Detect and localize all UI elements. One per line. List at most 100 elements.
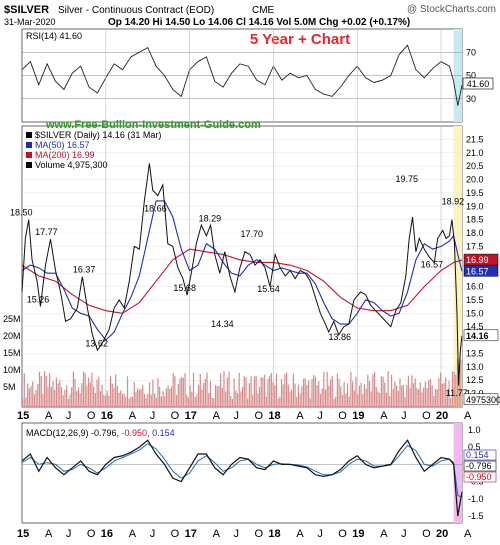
x-axis-label: A [380,528,388,540]
volume-bar [111,383,113,407]
price-annotation: 13.86 [328,332,351,342]
volume-bar [460,359,462,407]
volume-bar [30,386,32,407]
macd-panel-frame [21,422,463,524]
volume-bar [272,382,274,407]
rsi-value: 41.60 [467,79,490,89]
volume-bar [223,371,225,407]
volume-bar [33,394,36,407]
volume-bar [284,374,286,407]
volume-bar [426,387,428,407]
price-value-box [463,265,499,277]
price-highlight [453,126,462,407]
volume-bar [392,388,394,407]
price-tick-label: 14.5 [466,322,484,332]
volume-bar [424,381,426,407]
volume-bar [294,383,296,407]
x-axis-label: 17 [185,528,197,540]
volume-bar [101,384,103,407]
x-axis-top: 15 A J O 16 A J O 17 A J O 18 A J O 19 A J O 20 A [17,410,472,422]
volume-bar [387,371,389,407]
rsi-tick-label: 70 [466,47,476,57]
legend-swatch [26,132,32,138]
x-axis-label: O [171,528,180,540]
macd-tick-label: -1.0 [468,494,484,504]
volume-bar [416,387,418,407]
volume-bar [110,376,112,407]
volume-bar [64,389,66,407]
volume-bar [330,379,332,407]
rsi-line [21,44,463,106]
legend-swatch [26,142,32,148]
volume-bar [79,393,81,407]
volume-bar [164,396,166,407]
header-symbol: $SILVER [4,4,49,16]
volume-bar [208,393,210,407]
price-tick-label: 21.0 [466,148,484,158]
volume-bar [57,383,59,407]
legend-entry: MA(200) 16.99 [35,150,95,160]
volume-bar [431,385,433,407]
volume-bar [396,385,398,407]
x-axis-label: O [254,528,263,540]
volume-bar [436,389,438,407]
volume-bar [341,395,344,407]
volume-bar [47,386,49,407]
volume-bar [299,394,301,407]
price-tick-label: 15.0 [466,308,484,318]
volume-bar [350,371,352,407]
x-axis-label: J [401,528,407,540]
price-annotation: 15.68 [173,283,196,293]
volume-bar [245,377,247,407]
volume-bar [108,395,110,407]
volume-bar [372,374,374,407]
volume-bar [169,388,171,407]
volume-bar [115,374,117,407]
volume-bar [62,395,64,407]
price-annotation: 18.66 [144,203,167,213]
volume-bar [184,373,186,407]
volume-bar [44,371,46,407]
volume-bar [346,383,349,407]
volume-bar [160,396,162,407]
volume-bar [93,386,95,407]
macd-line [21,439,463,517]
x-axis-label: A [464,410,472,422]
macd-value-box [463,471,497,483]
volume-bar [333,398,335,407]
volume-bar [292,373,294,407]
volume-bar [170,386,173,407]
x-axis-label: O [422,528,431,540]
volume-bar [128,398,130,407]
volume-bar [282,384,284,407]
volume-bar [345,393,347,407]
volume-bar [174,376,176,407]
volume-bar [302,378,305,407]
volume-bar [206,372,208,407]
volume-bar [118,392,120,407]
macd-value-box [463,449,497,461]
volume-bar [186,394,188,407]
volume-bar [54,389,56,407]
volume-bar [402,385,404,407]
macd-highlight [453,423,462,523]
volume-bar [214,385,217,407]
volume-bar [253,376,256,407]
volume-tick-label: 25M [3,314,21,324]
x-axis-label: J [401,410,407,422]
volume-bar [106,390,108,407]
volume-bar [96,379,98,407]
price-annotation: 17.70 [240,229,263,239]
volume-bars [22,359,462,407]
volume-bar [23,373,25,407]
volume-bar [360,382,362,407]
volume-bar [243,376,245,407]
rsi-grid [22,51,462,100]
volume-bar [323,371,325,407]
volume-bar [304,378,306,407]
volume-bar [209,381,212,407]
volume-bar [250,376,252,407]
macd-value-label: 0.154 [466,450,489,460]
volume-tick-label: 10M [3,365,21,375]
